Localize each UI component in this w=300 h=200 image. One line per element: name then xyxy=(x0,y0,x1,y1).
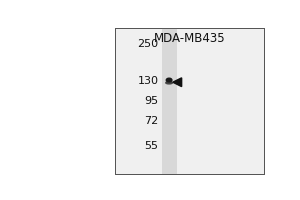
Circle shape xyxy=(166,78,172,82)
Text: 95: 95 xyxy=(144,96,158,106)
Text: 55: 55 xyxy=(144,141,158,151)
Text: 130: 130 xyxy=(137,76,158,86)
Text: 72: 72 xyxy=(144,116,158,126)
Text: MDA-MB435: MDA-MB435 xyxy=(154,32,226,45)
Text: 250: 250 xyxy=(137,39,158,49)
Bar xyxy=(162,28,177,174)
Ellipse shape xyxy=(166,82,172,84)
Bar xyxy=(116,28,264,174)
Polygon shape xyxy=(173,78,182,87)
Bar xyxy=(116,28,264,174)
